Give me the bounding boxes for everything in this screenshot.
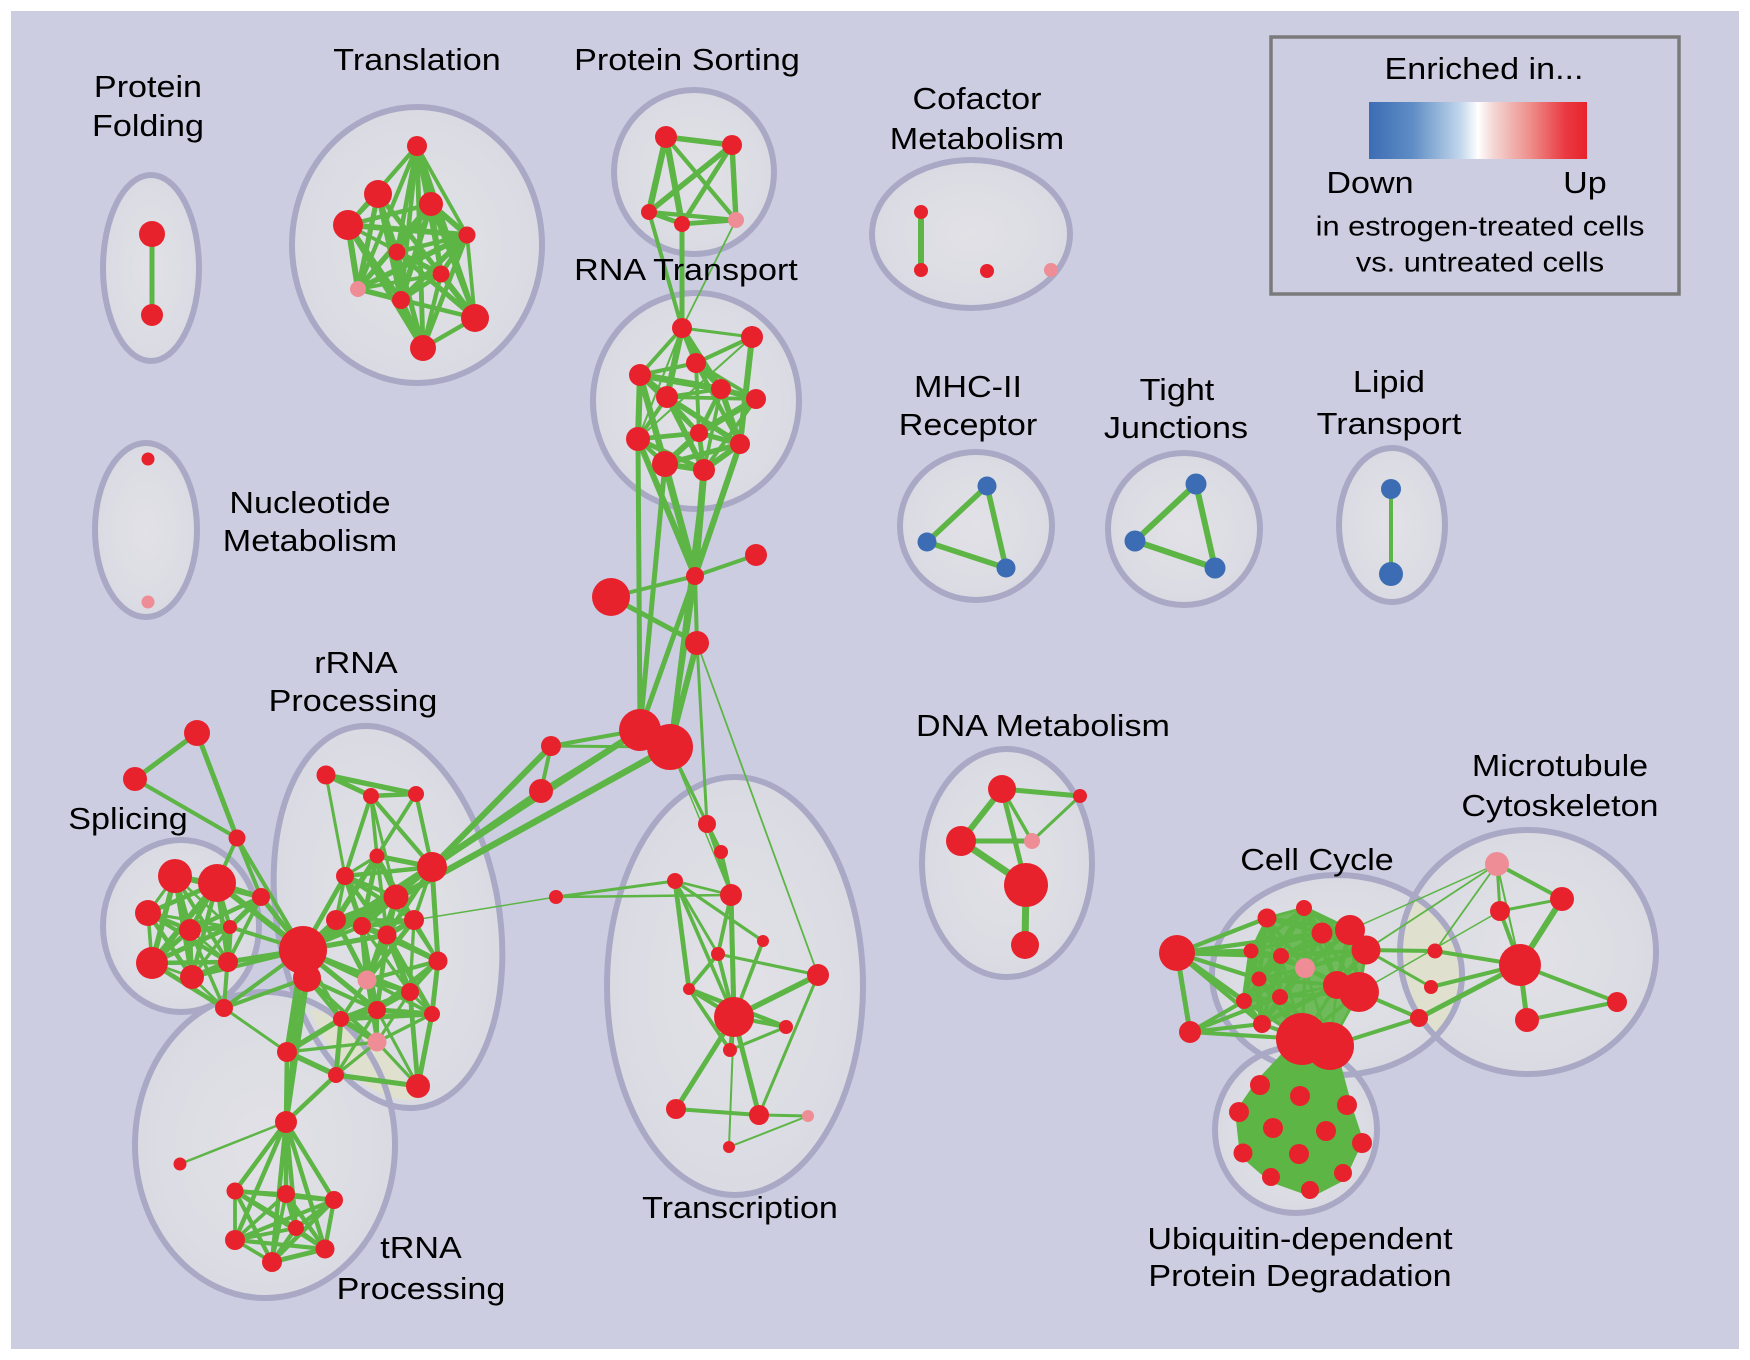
svg-text:tRNA: tRNA: [380, 1230, 462, 1265]
svg-text:Microtubule: Microtubule: [1472, 748, 1648, 783]
svg-text:Protein Sorting: Protein Sorting: [574, 42, 800, 77]
svg-text:Metabolism: Metabolism: [223, 523, 397, 558]
svg-text:Lipid: Lipid: [1353, 364, 1425, 399]
svg-text:rRNA: rRNA: [314, 645, 398, 680]
svg-text:Nucleotide: Nucleotide: [229, 485, 390, 520]
svg-text:Processing: Processing: [269, 683, 438, 718]
svg-text:in estrogen-treated cells: in estrogen-treated cells: [1316, 210, 1645, 241]
svg-text:Protein Degradation: Protein Degradation: [1148, 1258, 1451, 1293]
svg-text:Processing: Processing: [337, 1271, 506, 1306]
svg-text:Transcription: Transcription: [642, 1190, 838, 1225]
svg-text:Up: Up: [1563, 165, 1607, 200]
svg-text:Translation: Translation: [333, 42, 500, 77]
svg-text:Transport: Transport: [1317, 406, 1462, 441]
svg-text:Metabolism: Metabolism: [890, 121, 1064, 156]
svg-text:Down: Down: [1326, 165, 1413, 200]
svg-text:RNA Transport: RNA Transport: [574, 252, 798, 287]
svg-text:Ubiquitin-dependent: Ubiquitin-dependent: [1147, 1221, 1453, 1256]
svg-text:MHC-II: MHC-II: [914, 369, 1022, 404]
svg-text:Receptor: Receptor: [899, 407, 1037, 442]
svg-text:DNA Metabolism: DNA Metabolism: [916, 708, 1170, 743]
svg-text:Cofactor: Cofactor: [913, 81, 1042, 116]
svg-text:Folding: Folding: [92, 108, 204, 143]
svg-text:Cytoskeleton: Cytoskeleton: [1461, 788, 1658, 823]
svg-text:vs. untreated cells: vs. untreated cells: [1356, 246, 1604, 277]
svg-text:Junctions: Junctions: [1104, 410, 1248, 445]
svg-text:Tight: Tight: [1140, 372, 1215, 407]
svg-text:Enriched in...: Enriched in...: [1385, 51, 1584, 86]
svg-text:Cell Cycle: Cell Cycle: [1240, 842, 1394, 877]
svg-text:Splicing: Splicing: [68, 801, 187, 836]
svg-text:Protein: Protein: [94, 69, 202, 104]
